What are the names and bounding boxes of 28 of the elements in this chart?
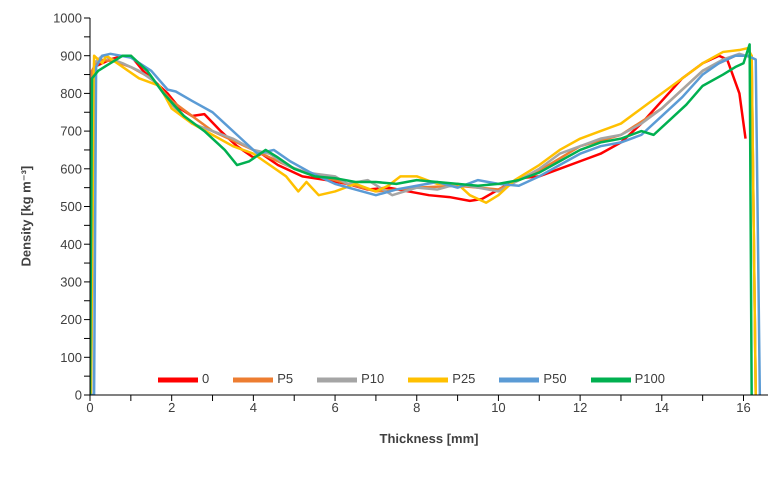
x-tick-label: 0 xyxy=(86,400,94,416)
x-tick-label: 4 xyxy=(250,400,257,416)
y-axis-title: Density [kg m⁻³] xyxy=(18,166,34,266)
legend-label: P10 xyxy=(361,371,384,386)
x-axis-title: Thickness [mm] xyxy=(380,431,478,446)
y-tick-label: 500 xyxy=(60,199,82,214)
x-tick-label: 6 xyxy=(331,400,339,416)
x-tick-label: 14 xyxy=(654,400,670,416)
legend-label: P50 xyxy=(543,371,567,386)
legend-label: P5 xyxy=(277,371,294,386)
x-tick-label: 2 xyxy=(168,400,176,416)
y-tick-label: 200 xyxy=(60,312,82,328)
x-tick-label: 16 xyxy=(736,400,751,416)
y-tick-label: 0 xyxy=(74,388,82,403)
x-tick-label: 8 xyxy=(413,400,420,416)
legend-label: P25 xyxy=(452,371,476,386)
legend-label: 0 xyxy=(202,371,210,386)
y-tick-label: 900 xyxy=(60,48,82,64)
y-tick-label: 400 xyxy=(60,236,82,252)
y-tick-label: 100 xyxy=(60,350,82,365)
y-tick-label: 300 xyxy=(60,274,82,290)
x-tick-label: 10 xyxy=(491,400,506,416)
y-tick-label: 700 xyxy=(60,124,82,139)
y-tick-label: 1000 xyxy=(53,10,82,26)
y-tick-label: 600 xyxy=(60,161,82,176)
legend-label: P100 xyxy=(634,371,665,386)
y-tick-label: 800 xyxy=(60,86,82,102)
x-tick-label: 12 xyxy=(572,400,588,416)
